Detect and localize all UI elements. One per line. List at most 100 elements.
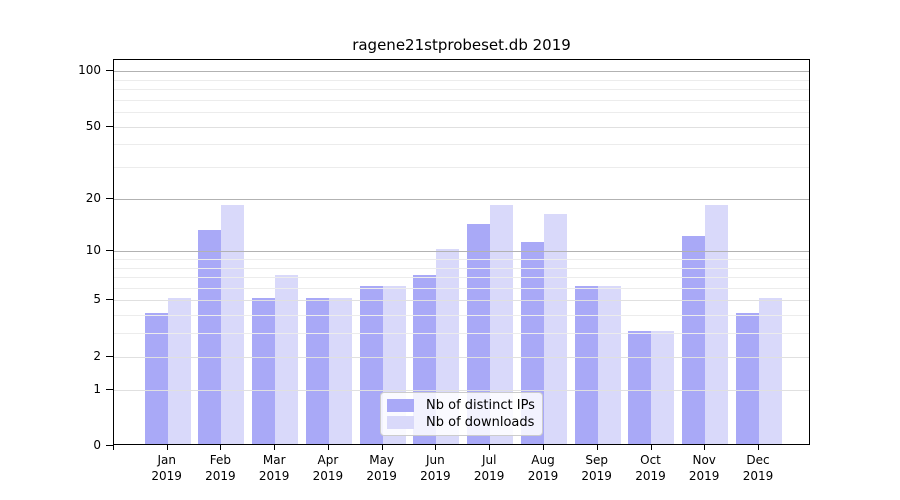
legend: Nb of distinct IPs Nb of downloads: [380, 392, 543, 436]
bar-nb-of-distinct-ips-mar: [252, 298, 276, 444]
x-tick-year-dec: 2019: [742, 469, 774, 483]
x-tick-year-mar: 2019: [258, 469, 290, 483]
y-tick-label-0: 0: [93, 438, 101, 452]
x-tick-label-nov: Nov 2019: [674, 452, 734, 484]
x-tick-year-jan: 2019: [151, 469, 182, 483]
x-tick-apr: [327, 445, 329, 450]
x-tick-jun: [435, 445, 437, 450]
chart-title: ragene21stprobeset.db 2019: [352, 36, 571, 54]
gridline-y-10: [114, 251, 809, 253]
gridline-y-2: [114, 356, 809, 358]
y-tick-1: [106, 388, 113, 390]
y-tick-label-2: 2: [93, 348, 101, 363]
x-tick-label-jun: Jun 2019: [405, 452, 465, 484]
x-tick-label-dec: Dec 2019: [728, 452, 788, 484]
x-tick-label-feb: Feb 2019: [190, 452, 250, 484]
gridline-y-50: [114, 126, 809, 128]
x-tick-label-oct: Oct 2019: [621, 452, 681, 484]
x-tick-label-may: May 2019: [352, 452, 412, 484]
x-tick-year-feb: 2019: [205, 469, 236, 483]
x-tick-year-aug: 2019: [527, 469, 559, 483]
x-tick-aug: [543, 445, 544, 450]
bar-nb-of-distinct-ips-apr: [305, 298, 329, 444]
bar-nb-of-downloads-jan: [167, 298, 191, 444]
gridline-y-1: [114, 389, 809, 391]
x-tick-label-jul: Jul 2019: [459, 452, 519, 484]
bar-nb-of-distinct-ips-jan: [144, 313, 168, 444]
gridline-y-4: [114, 315, 809, 317]
y-tick-10: [106, 250, 113, 252]
legend-row-downloads: Nb of downloads: [387, 414, 536, 431]
y-tick-label-1: 1: [93, 381, 101, 396]
x-tick-year-apr: 2019: [312, 469, 344, 483]
bar-nb-of-downloads-mar: [275, 275, 299, 444]
gridline-y-5: [114, 300, 809, 302]
y-tick-label-100: 100: [78, 63, 101, 77]
x-tick-year-nov: 2019: [688, 469, 720, 483]
bar-nb-of-downloads-dec: [758, 298, 782, 444]
gridline-y-8: [114, 267, 809, 269]
gridline-y-6: [114, 287, 809, 289]
x-tick-mar: [274, 445, 276, 450]
x-tick-nov: [704, 445, 706, 450]
bar-nb-of-downloads-apr: [328, 298, 352, 444]
gridline-y-7: [114, 277, 809, 278]
gridline-y-60: [114, 112, 809, 113]
y-tick-label-10: 10: [85, 243, 101, 258]
legend-swatch-downloads: [387, 416, 414, 429]
y-tick-50: [106, 125, 113, 127]
x-tick-year-oct: 2019: [635, 469, 666, 483]
x-tick-jan: [166, 445, 168, 450]
gridline-y-90: [114, 79, 809, 81]
gridline-y-20: [114, 198, 809, 200]
y-tick-label-20: 20: [85, 190, 101, 205]
bar-nb-of-distinct-ips-oct: [628, 331, 652, 444]
x-tick-label-apr: Apr 2019: [298, 452, 358, 484]
x-tick-year-jul: 2019: [473, 469, 505, 483]
x-tick-dec: [758, 445, 759, 450]
y-tick-100: [106, 70, 113, 71]
x-tick-feb: [220, 445, 222, 450]
x-tick-may: [381, 445, 383, 450]
x-tick-label-sep: Sep 2019: [567, 452, 627, 484]
bar-nb-of-distinct-ips-nov: [682, 235, 706, 444]
legend-row-distinct-ips: Nb of distinct IPs: [387, 397, 536, 414]
bar-nb-of-downloads-feb: [221, 204, 245, 444]
x-tick-label-jan: Jan 2019: [137, 452, 197, 484]
bar-nb-of-distinct-ips-dec: [735, 313, 759, 444]
gridline-y-100: [114, 71, 809, 72]
bar-nb-of-downloads-nov: [705, 204, 729, 444]
x-tick-jul: [489, 445, 491, 450]
y-tick-label-5: 5: [93, 292, 101, 307]
x-tick-start: [112, 445, 114, 450]
y-tick-2: [106, 355, 113, 357]
bar-nb-of-downloads-aug: [543, 213, 567, 444]
gridline-y-30: [114, 167, 809, 168]
legend-label-distinct-ips: Nb of distinct IPs: [426, 398, 535, 413]
x-tick-oct: [650, 445, 652, 450]
legend-swatch-distinct-ips: [387, 399, 414, 412]
gridline-y-9: [114, 258, 809, 260]
bar-nb-of-distinct-ips-may: [359, 285, 383, 444]
gridline-y-40: [114, 144, 809, 146]
x-tick-year-may: 2019: [366, 469, 397, 483]
x-tick-year-sep: 2019: [581, 469, 612, 483]
bar-nb-of-downloads-oct: [651, 331, 675, 444]
bar-nb-of-distinct-ips-sep: [574, 285, 598, 444]
bar-nb-of-downloads-sep: [597, 285, 621, 444]
x-tick-label-aug: Aug 2019: [513, 452, 573, 484]
gridline-y-3: [114, 333, 809, 335]
bar-nb-of-distinct-ips-feb: [198, 229, 222, 444]
bar-nb-of-downloads-jul: [490, 204, 514, 444]
x-tick-year-jun: 2019: [420, 469, 451, 483]
legend-label-downloads: Nb of downloads: [426, 415, 535, 430]
y-tick-label-50: 50: [85, 118, 101, 133]
y-tick-20: [106, 197, 113, 199]
plot-area: [113, 59, 810, 445]
x-tick-sep: [596, 445, 598, 450]
gridline-y-80: [114, 88, 809, 90]
x-tick-label-mar: Mar 2019: [244, 452, 304, 484]
gridline-y-70: [114, 99, 809, 101]
y-tick-5: [106, 299, 113, 301]
